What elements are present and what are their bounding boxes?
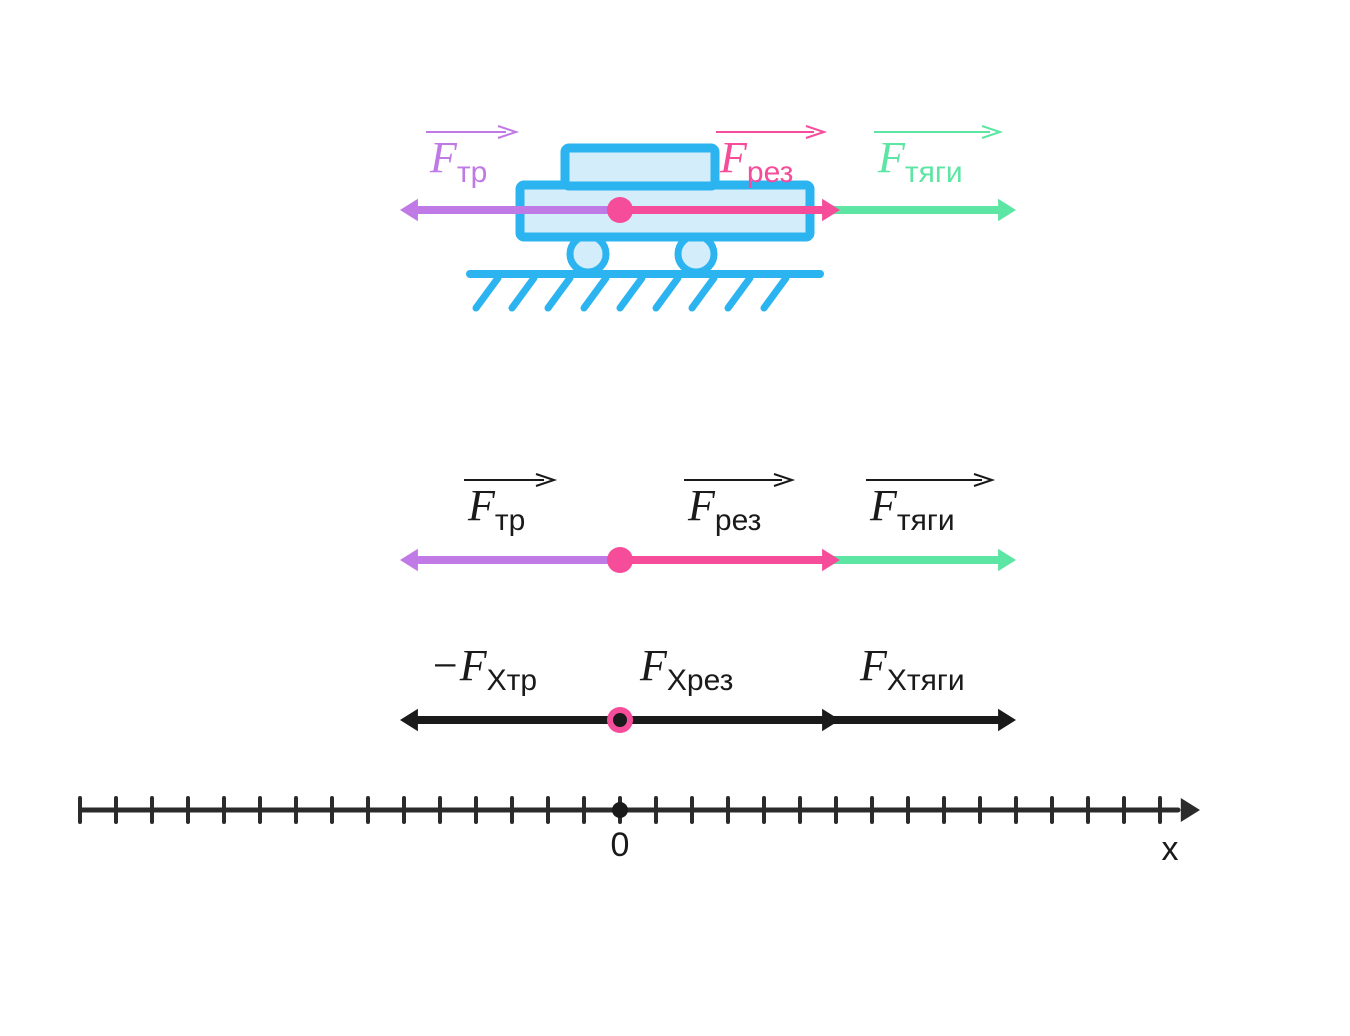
center-dot-2 <box>607 547 633 573</box>
label-F: F <box>639 641 668 690</box>
svg-text:FXрез: FXрез <box>639 641 733 697</box>
traction-proj-label: FXтяги <box>859 641 965 697</box>
axis-origin-dot <box>612 802 628 818</box>
arrowhead <box>1181 798 1200 822</box>
traction-label-2: Fтяги <box>869 481 955 537</box>
friction-label: Fтр <box>429 133 487 189</box>
label-sub: Xрез <box>667 664 733 697</box>
label-sub: Xтяги <box>887 664 965 697</box>
svg-text:Fтр: Fтр <box>467 481 525 537</box>
arrowhead <box>400 709 418 731</box>
label-F: F <box>869 481 898 530</box>
traction-label: Fтяги <box>877 133 963 189</box>
result-label-2: Fрез <box>687 481 761 537</box>
label-sub: тяги <box>897 504 955 537</box>
friction-proj-label: −FXтр <box>430 641 537 697</box>
arrowhead <box>822 199 840 221</box>
axis-x-label: x <box>1162 830 1179 868</box>
label-F: F <box>687 481 716 530</box>
arrowhead <box>998 549 1016 571</box>
result-proj-arrow <box>620 709 840 731</box>
label-F: F <box>859 641 888 690</box>
friction-label-2: Fтр <box>467 481 525 537</box>
arrowhead <box>822 549 840 571</box>
result-proj-label: FXрез <box>639 641 733 697</box>
label-F: F <box>459 641 488 690</box>
label-sub: тр <box>495 504 525 537</box>
arrowhead <box>400 199 418 221</box>
label-F: F <box>719 133 748 182</box>
label-F: F <box>429 133 458 182</box>
svg-text:Fтр: Fтр <box>429 133 487 189</box>
axis-origin-label: 0 <box>611 826 630 864</box>
label-sub: тяги <box>905 156 963 189</box>
result-arrow-2 <box>620 549 840 571</box>
friction-proj-arrow <box>400 709 620 731</box>
arrowhead <box>400 549 418 571</box>
result-label: Fрез <box>719 133 793 189</box>
ground-hatch <box>476 278 786 308</box>
arrowhead <box>998 709 1016 731</box>
label-sub: рез <box>715 504 761 537</box>
label-F: F <box>877 133 906 182</box>
svg-text:Fрез: Fрез <box>687 481 761 537</box>
arrowhead <box>998 199 1016 221</box>
svg-text:FXтяги: FXтяги <box>859 641 965 697</box>
cart-top <box>565 148 715 186</box>
label-sub: Xтр <box>487 664 537 697</box>
center-dot <box>607 197 633 223</box>
svg-text:−FXтр: −FXтр <box>430 641 537 697</box>
proj-dot-core <box>613 713 627 727</box>
label-sub: рез <box>747 156 793 189</box>
x-axis: 0x <box>80 798 1200 868</box>
svg-text:Fтяги: Fтяги <box>877 133 963 189</box>
label-F: F <box>467 481 496 530</box>
label-prefix: − <box>430 641 460 690</box>
svg-text:Fрез: Fрез <box>719 133 793 189</box>
arrowhead <box>822 709 840 731</box>
friction-arrow-2 <box>400 549 620 571</box>
label-sub: тр <box>457 156 487 189</box>
svg-text:Fтяги: Fтяги <box>869 481 955 537</box>
